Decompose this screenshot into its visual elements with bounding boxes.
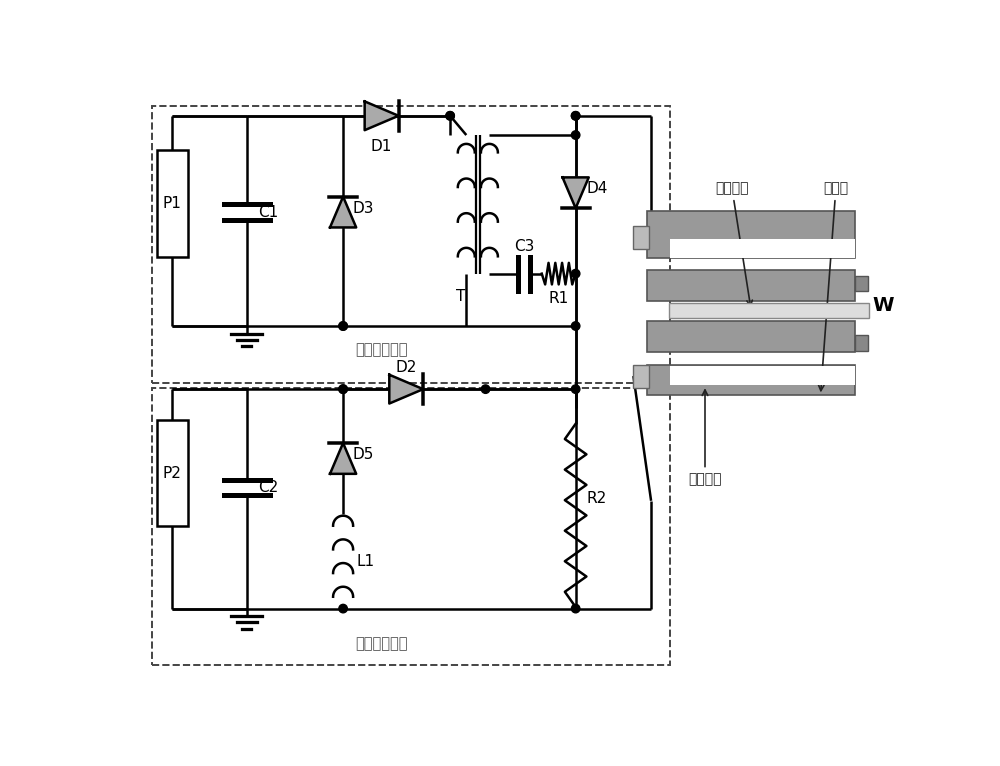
Text: C3: C3: [514, 240, 534, 254]
Text: R1: R1: [549, 290, 569, 306]
Text: 脉冲电流回路: 脉冲电流回路: [355, 636, 408, 651]
Text: W: W: [873, 296, 894, 316]
Circle shape: [339, 322, 347, 330]
Bar: [157, 150, 188, 257]
Circle shape: [339, 385, 347, 394]
Text: D4: D4: [586, 182, 608, 196]
Text: L1: L1: [357, 554, 375, 568]
Circle shape: [339, 604, 347, 613]
Text: D2: D2: [396, 360, 417, 375]
Circle shape: [571, 112, 580, 120]
Polygon shape: [330, 197, 356, 228]
Text: 高压电极: 高压电极: [688, 390, 722, 486]
Circle shape: [446, 112, 454, 120]
Bar: [633, 365, 649, 388]
Text: 烧蚀材料: 烧蚀材料: [715, 181, 752, 306]
Circle shape: [571, 604, 580, 613]
Bar: [647, 322, 855, 352]
Text: 地电极: 地电极: [818, 181, 848, 391]
Circle shape: [339, 385, 347, 394]
Text: C2: C2: [258, 480, 279, 495]
Text: P2: P2: [163, 466, 182, 480]
Text: R2: R2: [586, 491, 607, 506]
Text: C1: C1: [258, 205, 279, 220]
Text: P1: P1: [163, 196, 182, 211]
Circle shape: [571, 112, 580, 120]
Bar: [152, 388, 670, 665]
Bar: [855, 276, 868, 291]
Text: D3: D3: [352, 201, 374, 216]
Bar: [855, 336, 868, 351]
Polygon shape: [330, 443, 356, 474]
Text: 脉冲电压回路: 脉冲电压回路: [355, 342, 408, 357]
Bar: [670, 366, 855, 385]
Polygon shape: [389, 375, 423, 404]
Bar: [647, 365, 855, 395]
Text: D1: D1: [371, 139, 392, 154]
Bar: [633, 226, 649, 249]
Bar: [647, 211, 855, 258]
Text: T: T: [456, 289, 466, 304]
Polygon shape: [563, 178, 589, 208]
Circle shape: [571, 131, 580, 139]
Bar: [647, 270, 855, 300]
Bar: [157, 420, 188, 526]
Circle shape: [571, 270, 580, 278]
Circle shape: [339, 322, 347, 330]
Circle shape: [446, 112, 454, 120]
Circle shape: [571, 322, 580, 330]
Bar: [669, 303, 869, 319]
Polygon shape: [365, 101, 399, 130]
Circle shape: [571, 385, 580, 394]
Text: D5: D5: [352, 447, 374, 462]
Bar: [152, 106, 670, 383]
Bar: [670, 239, 855, 258]
Circle shape: [481, 385, 490, 394]
